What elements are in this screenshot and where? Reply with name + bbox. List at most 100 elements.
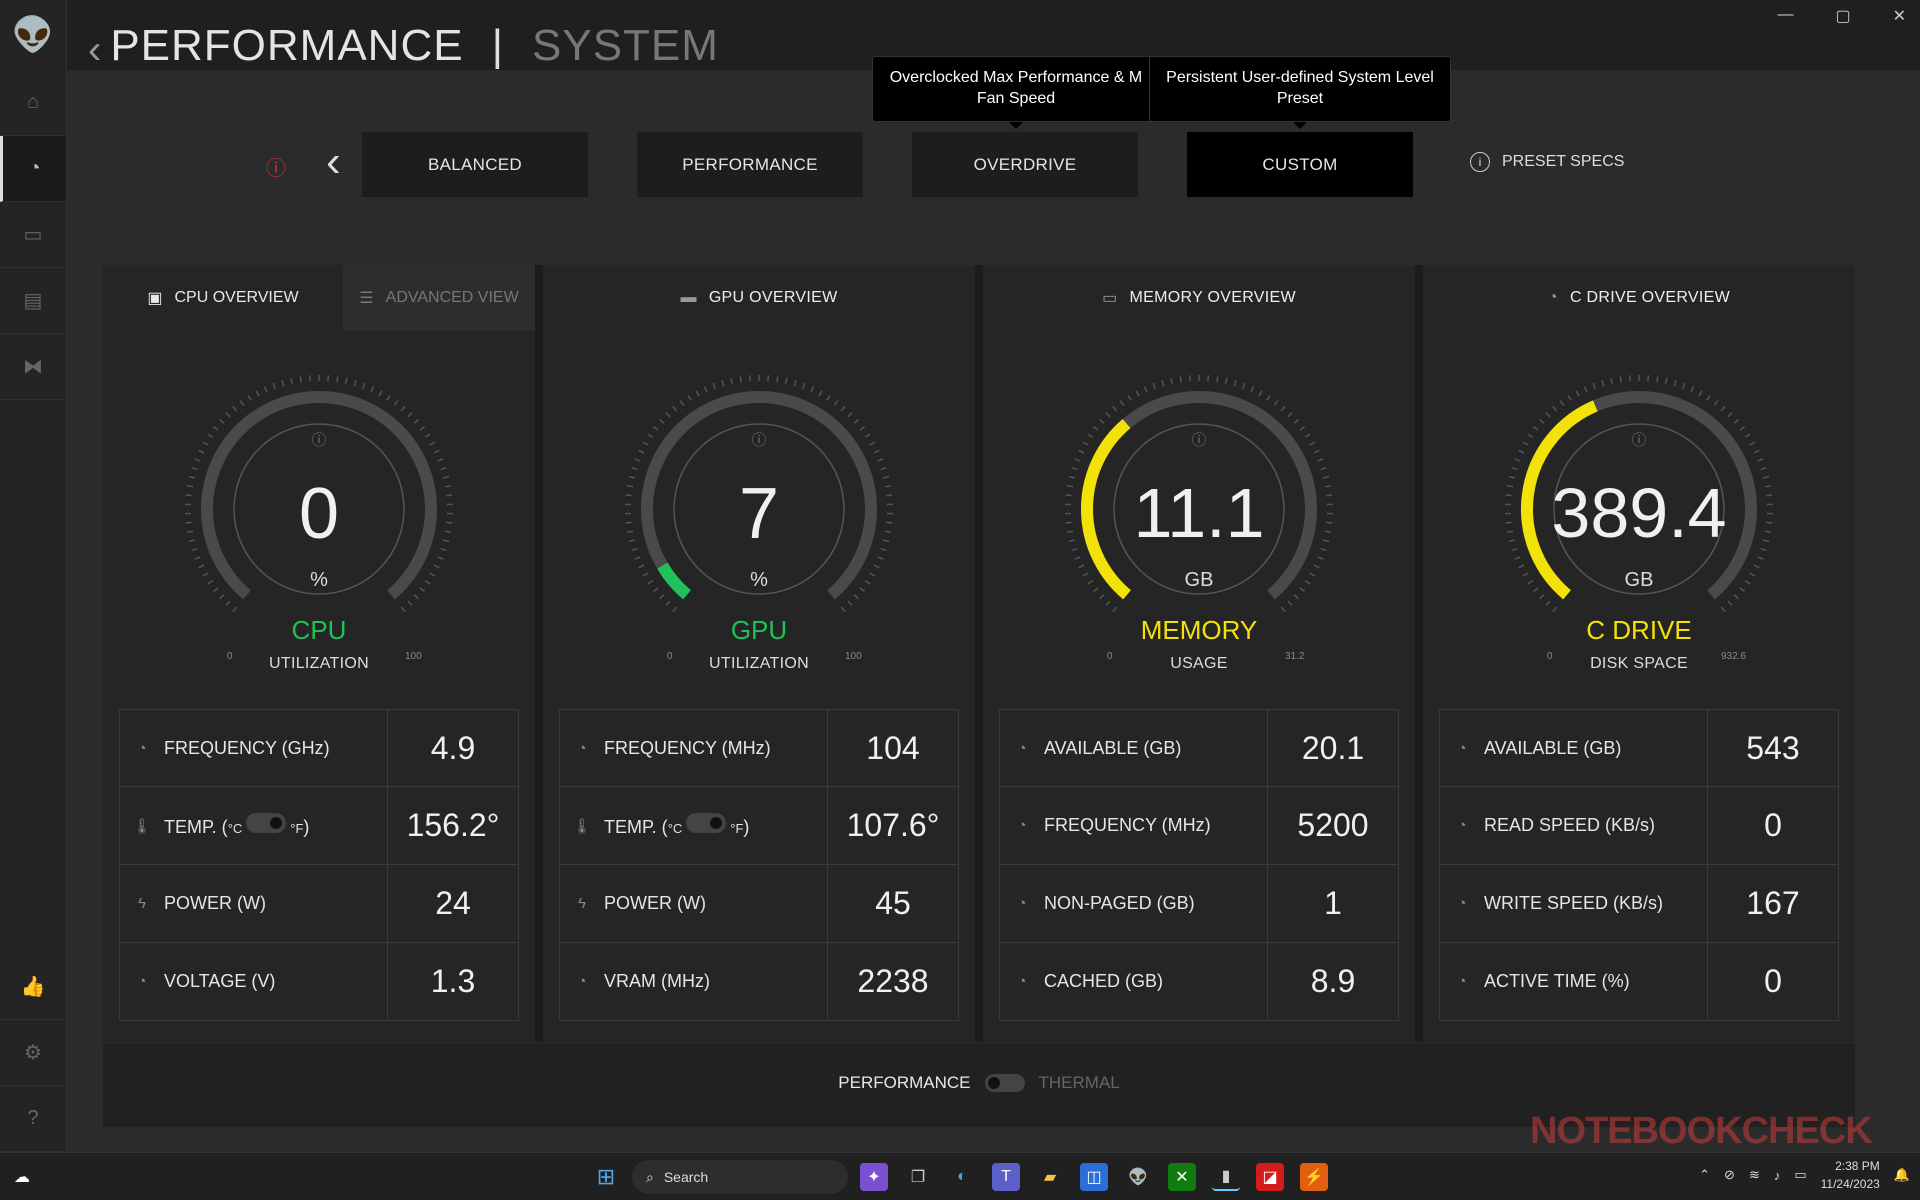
gauge-tick xyxy=(625,494,632,497)
file-explorer-icon[interactable]: ▰ xyxy=(1043,1169,1057,1186)
copilot-icon[interactable]: ✦ xyxy=(860,1163,888,1191)
monitor-icon[interactable]: ▭ xyxy=(0,202,66,268)
gauge-tick xyxy=(634,458,641,462)
gpu-temp-unit-toggle[interactable] xyxy=(686,813,727,833)
volume-icon[interactable]: ♪ xyxy=(1773,1167,1781,1183)
preset-overdrive[interactable]: OVERDRIVE xyxy=(912,132,1138,197)
overdrive-tooltip-line1: Overclocked Max Performance & M xyxy=(889,69,1143,86)
title-system[interactable]: SYSTEM xyxy=(532,20,719,70)
gauge-tick xyxy=(1092,425,1099,431)
network-off-icon[interactable]: ⊘ xyxy=(1724,1167,1735,1182)
gauge-tick xyxy=(413,594,420,600)
gauge-tick xyxy=(185,494,192,497)
gauge-icon[interactable]: ◔ xyxy=(0,136,66,202)
gauge-inner-ring xyxy=(673,423,845,595)
library-icon[interactable]: ▤ xyxy=(0,268,66,334)
drive-info-icon[interactable]: ⓘ xyxy=(1631,432,1647,449)
home-icon[interactable]: ⌂ xyxy=(0,70,66,136)
gauge-tick xyxy=(665,412,671,418)
xbox-icon[interactable]: ✕ xyxy=(1168,1163,1196,1191)
gauge-tick xyxy=(634,556,641,560)
gear-icon[interactable]: ⚙ xyxy=(0,1020,66,1086)
gauge-tick xyxy=(840,606,846,613)
mem-cached-value: 8.9 xyxy=(1310,963,1356,999)
gauge-tick xyxy=(864,433,871,439)
gpu-gauge-max: 100 xyxy=(845,651,862,662)
cpu-gauge-value: 0 xyxy=(298,474,340,554)
battery-icon[interactable]: ▭ xyxy=(1794,1167,1807,1182)
gpu-info-icon[interactable]: ⓘ xyxy=(751,432,767,449)
cpu-temp-unit-toggle[interactable] xyxy=(246,813,287,833)
gauge-tick xyxy=(1313,449,1320,454)
gauge-tick xyxy=(1511,547,1518,552)
amd-icon[interactable]: ◪ xyxy=(1256,1163,1284,1191)
gauge-tick xyxy=(419,587,426,593)
preset-specs[interactable]: i PRESET SPECS xyxy=(1470,152,1624,172)
app-icon[interactable]: ⚡ xyxy=(1300,1163,1328,1191)
gauge-tick xyxy=(721,379,725,387)
preset-performance[interactable]: PERFORMANCE xyxy=(637,132,863,197)
gauge-tick xyxy=(1592,382,1596,389)
drive-overview-label: C DRIVE OVERVIEW xyxy=(1569,289,1731,306)
drive-panel: ◔ C DRIVE OVERVIEW ⓘ 389.4 GB 0 932.6 C … xyxy=(1423,265,1855,1042)
cpu-gauge-svg xyxy=(185,375,453,613)
thumbs-up-icon[interactable]: 👍 xyxy=(0,954,66,1020)
preset-prev-arrow[interactable]: ‹ xyxy=(326,137,341,186)
gauge-tick xyxy=(739,376,742,383)
drive-available-label: AVAILABLE (GB) xyxy=(1484,737,1622,758)
alienware-command-center-icon[interactable]: ▮ xyxy=(1212,1163,1240,1191)
memory-info-icon[interactable]: ⓘ xyxy=(1191,432,1207,449)
teams-icon[interactable]: T xyxy=(992,1163,1020,1191)
mem-freq-value: 5200 xyxy=(1297,807,1369,843)
notification-bell-icon[interactable]: 🔔 xyxy=(1893,1167,1910,1182)
gauge-tick xyxy=(444,484,452,488)
gauge-tick xyxy=(1092,587,1099,593)
gauge-tick xyxy=(440,466,447,471)
chevron-up-icon[interactable]: ⌃ xyxy=(1699,1167,1711,1182)
gauge-tick xyxy=(853,418,860,424)
gauge-tick xyxy=(1757,556,1764,560)
tab-advanced-view[interactable]: ☰ ADVANCED VIEW xyxy=(343,265,535,331)
cpu-info-icon[interactable]: ⓘ xyxy=(311,432,327,449)
gauge-tick xyxy=(1764,530,1772,534)
cpu-voltage-value: 1.3 xyxy=(430,963,476,999)
back-arrow-icon[interactable]: ‹ xyxy=(88,28,103,72)
task-view-icon[interactable]: ❐ xyxy=(910,1169,926,1186)
preset-custom[interactable]: CUSTOM xyxy=(1187,132,1413,197)
fx-icon[interactable]: ⧓ xyxy=(0,334,66,400)
performance-thermal-toggle[interactable] xyxy=(984,1074,1025,1092)
taskbar-search[interactable]: ⌕ Search xyxy=(632,1160,848,1194)
gauge-tick xyxy=(1074,458,1081,462)
windows-start-icon[interactable]: ⊞ xyxy=(596,1164,616,1189)
help-icon[interactable]: ? xyxy=(0,1086,66,1152)
edge-icon[interactable]: ◐ xyxy=(957,1168,967,1185)
maximize-button[interactable]: ▢ xyxy=(1835,8,1851,25)
gauge-tick xyxy=(1764,484,1772,488)
gauge-tick xyxy=(793,379,797,387)
preset-balanced[interactable]: BALANCED xyxy=(362,132,588,197)
store-icon[interactable]: ◫ xyxy=(1080,1163,1108,1191)
alienware-icon[interactable]: 👽 xyxy=(1128,1169,1148,1186)
gauge-tick xyxy=(1690,386,1695,393)
gauge-tick xyxy=(1273,400,1279,406)
gauge-track xyxy=(201,391,437,600)
sidebar: 👽 ⌂ ◔ ▭ ▤ ⧓ 👍 ⚙ ? xyxy=(0,0,67,1152)
clock[interactable]: 2:38 PM 11/24/2023 xyxy=(1821,1157,1880,1193)
tab-cpu-overview[interactable]: ▣ CPU OVERVIEW xyxy=(103,265,343,331)
table-row: ◔ CACHED (GB) 8.9 xyxy=(999,943,1399,1021)
gauge-icon: ◔ xyxy=(1017,895,1027,912)
minimize-button[interactable]: — xyxy=(1777,6,1794,23)
drive-stats: ◔ AVAILABLE (GB) 543 ◔ READ SPEED (KB/s) 0 ◔… xyxy=(1439,709,1839,1021)
gauge-tick xyxy=(1309,441,1316,446)
gauge-tick xyxy=(1538,594,1545,600)
mem-available-value: 20.1 xyxy=(1301,729,1365,766)
mem-nonpaged-value: 1 xyxy=(1324,885,1342,921)
gauge-tick xyxy=(1753,449,1760,454)
gauge-icon: ◔ xyxy=(577,973,587,990)
gauge-tick xyxy=(1323,539,1330,543)
alien-head-icon[interactable]: 👽 xyxy=(11,16,55,54)
wifi-icon[interactable]: ≋ xyxy=(1748,1167,1760,1182)
gauge-tick xyxy=(1511,466,1518,471)
close-button[interactable]: ✕ xyxy=(1892,8,1906,25)
weather-icon[interactable]: ☁ xyxy=(14,1169,30,1186)
